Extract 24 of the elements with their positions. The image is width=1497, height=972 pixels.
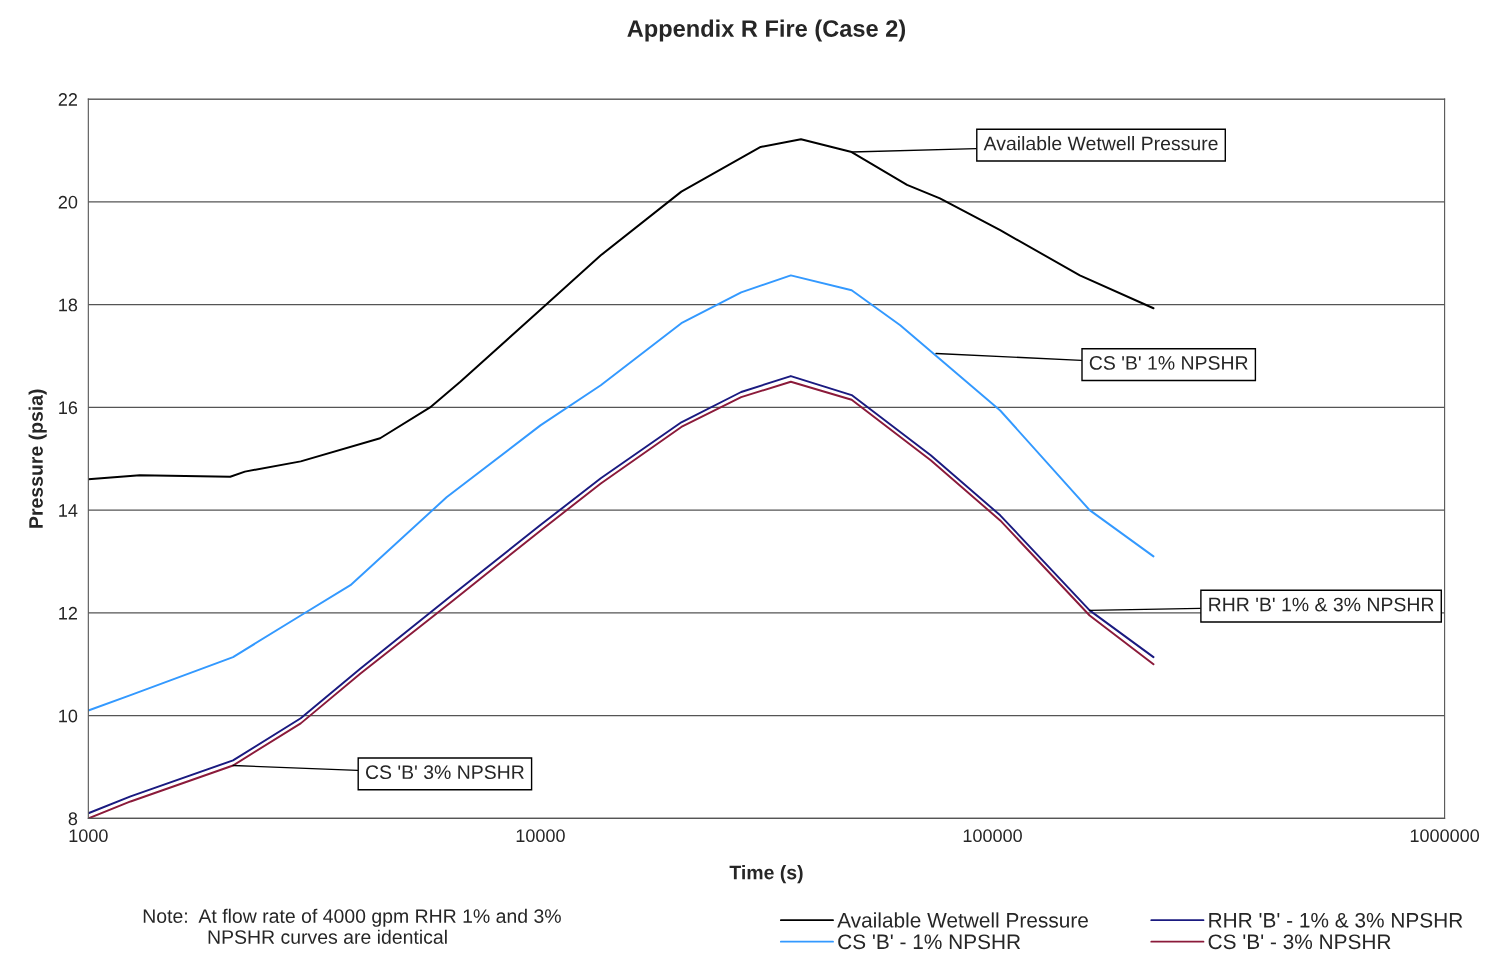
x-axis-title: Time (s) xyxy=(729,865,803,884)
x-tick-label: 1000 xyxy=(69,829,108,843)
legend-label: Available Wetwell Pressure xyxy=(837,912,1088,928)
annotation: CS 'B' 3% NPSHR xyxy=(365,765,524,780)
annotation: CS 'B' 1% NPSHR xyxy=(1089,356,1248,370)
x-tick-label: 100000 xyxy=(963,829,1022,843)
x-tick-label: 1000000 xyxy=(1410,829,1480,843)
y-tick-label: 22 xyxy=(58,93,77,106)
y-tick-label: 14 xyxy=(59,504,78,517)
legend-label: CS 'B' - 3% NPSHR xyxy=(1208,934,1391,950)
annotation: RHR 'B' 1% & 3% NPSHR xyxy=(1209,597,1434,612)
legend-label: CS 'B' - 1% NPSHR xyxy=(838,934,1021,950)
y-tick-label: 20 xyxy=(58,195,78,209)
x-tick-label: 10000 xyxy=(516,829,565,843)
y-tick-label: 8 xyxy=(68,812,78,826)
y-tick-label: 10 xyxy=(59,709,78,723)
annotation: Available Wetwell Pressure xyxy=(983,136,1218,151)
y-tick-label: 18 xyxy=(59,298,78,312)
text: Note: At flow rate of 4000 gpm RHR 1% and 3% NPSHR curves are identical xyxy=(143,908,561,944)
chart-title: Appendix R Fire (Case 2) xyxy=(627,19,906,42)
y-tick-label: 16 xyxy=(59,401,78,415)
y-tick-label: 12 xyxy=(59,606,77,620)
y-axis-title: Pressure (psia) xyxy=(28,389,47,528)
legend-label: RHR 'B' - 1% & 3% NPSHR xyxy=(1209,912,1463,928)
